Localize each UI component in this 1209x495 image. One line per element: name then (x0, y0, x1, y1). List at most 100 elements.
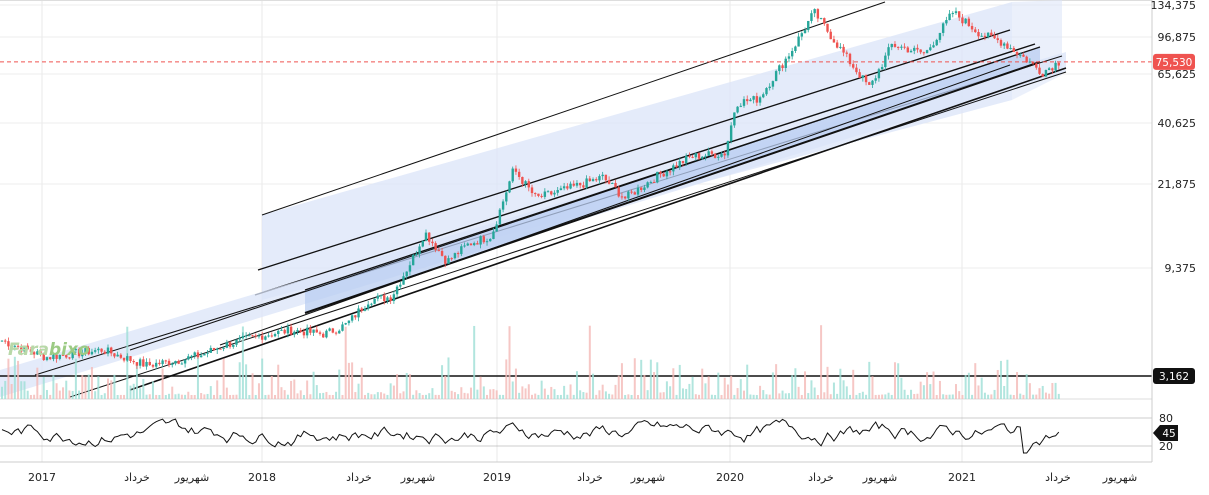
candle-body (395, 286, 399, 295)
candle-body (954, 11, 958, 14)
volume-bar (646, 390, 649, 399)
volume-bar (341, 394, 344, 399)
candle-body (916, 47, 919, 50)
volume-bar (4, 380, 7, 399)
volume-bar (556, 394, 559, 399)
candle-body (784, 58, 787, 68)
volume-bar (1016, 372, 1019, 399)
candle-body (52, 354, 55, 360)
volume-bar (608, 393, 611, 399)
volume-bar (129, 385, 132, 399)
volume-bar (816, 394, 819, 399)
candle-body (238, 337, 241, 340)
volume-bar (232, 394, 235, 399)
candle-body (842, 46, 845, 53)
candle-body (572, 183, 575, 186)
candle-body (479, 236, 482, 245)
volume-bar (283, 390, 286, 399)
candle-body (797, 36, 800, 47)
candle-body (1041, 73, 1044, 77)
volume-bar (887, 392, 890, 399)
candle-body (309, 327, 312, 333)
candle-body (293, 331, 296, 335)
volume-bar (977, 385, 980, 399)
candle-body (0, 340, 4, 342)
candle-body (39, 351, 42, 354)
candle-body (733, 112, 736, 126)
candle-body (829, 31, 832, 40)
candle-body (376, 295, 380, 299)
candle-body (652, 181, 656, 183)
regression-channels (0, 0, 1152, 398)
candle-body (16, 345, 20, 347)
candle-body (267, 335, 270, 337)
volume-bar (331, 394, 334, 399)
volume-bar (572, 394, 575, 399)
volume-bar (351, 362, 354, 399)
candle-body (283, 329, 286, 334)
candle-body (81, 352, 84, 357)
candle-body (1002, 43, 1006, 46)
volume-bar (633, 358, 636, 399)
volume-bar (23, 381, 26, 399)
candle-body (415, 253, 418, 256)
volume-bar (637, 394, 639, 399)
candle-body (771, 81, 775, 87)
volume-bar (20, 381, 23, 399)
candle-body (187, 356, 190, 360)
candle-body (212, 347, 216, 350)
volume-bar (1028, 383, 1031, 399)
channel-guide-2 (219, 64, 1011, 346)
volume-bar (627, 394, 630, 399)
volume-bar (213, 394, 215, 399)
volume-bar (620, 363, 623, 399)
candle-body (832, 39, 836, 43)
volume-bar (168, 393, 171, 399)
volume-bar (967, 372, 970, 399)
volume-bar (495, 390, 498, 399)
candle-body (990, 32, 993, 36)
candle-body (32, 352, 36, 355)
candle-body (967, 18, 971, 27)
volume-bar (347, 362, 350, 399)
candle-body (945, 20, 948, 24)
candle-body (852, 64, 855, 68)
volume-bar (241, 326, 244, 399)
volume-bar (807, 393, 810, 399)
y-tick-label: 9,375 (1165, 262, 1197, 275)
volume-bar (52, 375, 55, 399)
volume-bar (518, 392, 521, 399)
volume-bar (78, 390, 81, 399)
volume-bar (1019, 393, 1022, 399)
volume-bar (177, 393, 180, 399)
candle-body (517, 171, 521, 177)
volume-bar (49, 394, 52, 399)
x-tick-label: شهریور (400, 471, 435, 484)
volume-bar (257, 383, 260, 399)
y-tick-label: 21,875 (1158, 178, 1197, 191)
volume-bar (665, 381, 668, 399)
volume-bar (412, 394, 415, 399)
candle-body (466, 243, 469, 246)
candle-body (964, 18, 967, 24)
candle-body (354, 315, 357, 318)
volume-bar (469, 387, 472, 399)
volume-bar (380, 392, 383, 399)
candle-body (816, 9, 820, 19)
candle-body (251, 335, 254, 337)
volume-bar (270, 376, 273, 399)
volume-bar (842, 380, 845, 399)
candle-body (344, 323, 347, 325)
volume-bar (463, 392, 466, 399)
volume-bar (971, 394, 974, 399)
volume-bar (852, 369, 855, 399)
volume-bar (890, 394, 893, 399)
candle-body (848, 53, 852, 65)
volume-bar (781, 390, 784, 399)
volume-bar (421, 394, 424, 399)
volume-bar (383, 393, 386, 399)
candle-body (71, 349, 74, 359)
candle-body (20, 346, 23, 352)
